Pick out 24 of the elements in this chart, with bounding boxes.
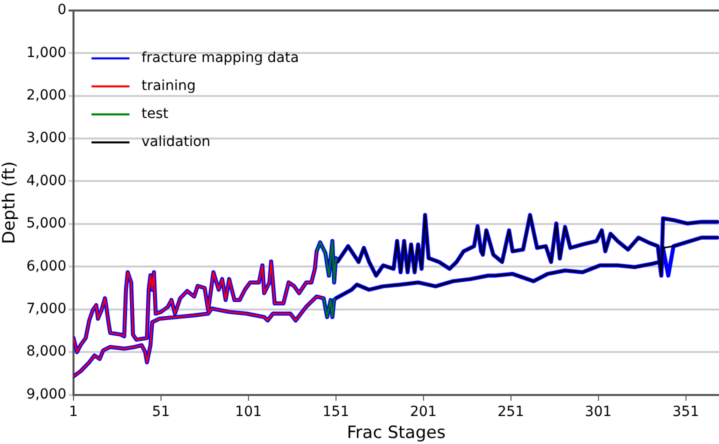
y-tick-label: 5,000 bbox=[26, 216, 66, 232]
y-tick-label: 8,000 bbox=[26, 344, 66, 360]
y-axis-title: Depth (ft) bbox=[0, 161, 20, 244]
legend-label: validation bbox=[141, 134, 210, 150]
y-tick-label: 2,000 bbox=[26, 87, 66, 104]
legend-label: fracture mapping data bbox=[141, 50, 299, 66]
x-tick-label: 351 bbox=[672, 404, 700, 420]
x-tick-label: 151 bbox=[322, 404, 350, 420]
x-tick-label: 251 bbox=[497, 404, 524, 420]
x-tick-label: 301 bbox=[584, 404, 612, 420]
x-axis-title: Frac Stages bbox=[346, 423, 446, 444]
y-tick-label: 9,000 bbox=[26, 386, 66, 402]
x-tick-label: 51 bbox=[152, 404, 170, 420]
legend-label: test bbox=[141, 106, 169, 122]
y-tick-label: 4,000 bbox=[26, 172, 66, 189]
y-tick-label: 7,000 bbox=[26, 301, 66, 318]
y-tick-label: 6,000 bbox=[26, 258, 66, 274]
x-tick-label: 1 bbox=[69, 404, 78, 420]
y-tick-label: 0 bbox=[58, 2, 66, 18]
x-tick-label: 201 bbox=[410, 404, 437, 420]
x-tick-label: 101 bbox=[235, 404, 262, 420]
y-tick-label: 3,000 bbox=[26, 130, 66, 146]
legend-label: training bbox=[141, 78, 196, 94]
y-tick-label: 1,000 bbox=[26, 44, 66, 61]
